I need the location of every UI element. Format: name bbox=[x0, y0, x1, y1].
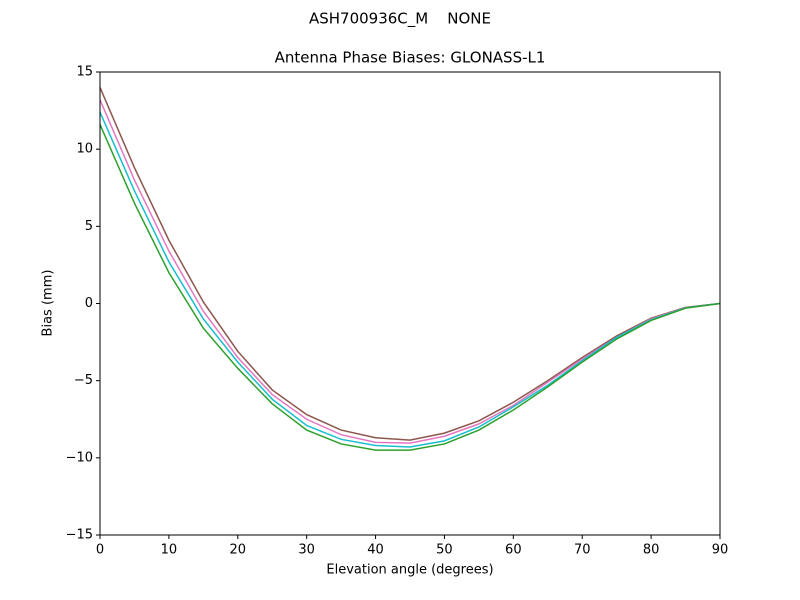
y-tick-label: 10 bbox=[76, 142, 93, 157]
y-tick-label: −5 bbox=[74, 373, 93, 388]
data-line bbox=[99, 87, 721, 441]
x-tick-label: 70 bbox=[574, 543, 591, 558]
y-tick-label: −10 bbox=[66, 450, 93, 465]
suptitle: ASH700936C_M NONE bbox=[309, 10, 491, 29]
y-axis-label: Bias (mm) bbox=[41, 270, 56, 337]
x-tick-label: 50 bbox=[436, 543, 453, 558]
axes-frame bbox=[99, 71, 721, 536]
x-tick-label: 20 bbox=[230, 543, 247, 558]
y-tick-label: 5 bbox=[85, 219, 93, 234]
data-line bbox=[99, 124, 721, 451]
x-tick-label: 10 bbox=[161, 543, 178, 558]
x-tick-label: 60 bbox=[505, 543, 522, 558]
x-tick-label: 90 bbox=[712, 543, 729, 558]
y-tick-label: 0 bbox=[85, 296, 93, 311]
chart-title: Antenna Phase Biases: GLONASS-L1 bbox=[275, 49, 546, 67]
plot-area bbox=[99, 87, 721, 451]
x-tick-label: 80 bbox=[643, 543, 660, 558]
y-tick-label: 15 bbox=[76, 65, 93, 80]
x-tick-label: 40 bbox=[367, 543, 384, 558]
x-axis-label: Elevation angle (degrees) bbox=[326, 563, 493, 578]
x-tick-label: 30 bbox=[298, 543, 315, 558]
y-tick-label: −15 bbox=[66, 528, 93, 543]
x-tick-label: 0 bbox=[96, 543, 104, 558]
data-line bbox=[99, 99, 721, 444]
data-line bbox=[99, 111, 721, 448]
